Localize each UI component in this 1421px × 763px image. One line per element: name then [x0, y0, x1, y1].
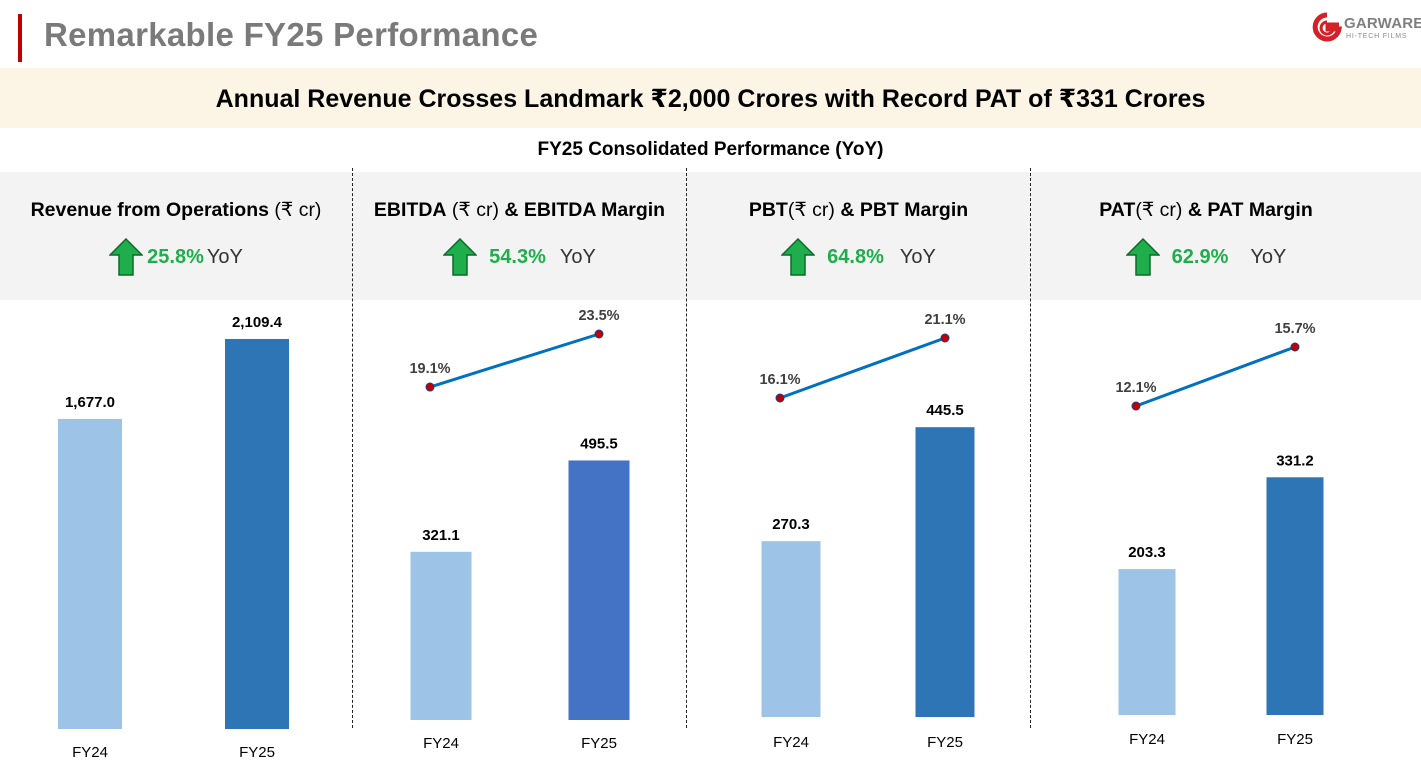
x-tick-label: FY24 [773, 734, 809, 751]
panel-header-ebitda: EBITDA (₹ cr) & EBITDA Margin 54.3% YoY [353, 172, 686, 300]
bar-value-label: 1,677.0 [65, 394, 115, 411]
panel-title-unit: (₹ cr) [787, 199, 841, 221]
panel-title: PAT(₹ cr) & PAT Margin [991, 198, 1421, 222]
bar-fy24 [58, 418, 122, 729]
up-arrow-icon [781, 238, 816, 276]
panel-title-tail: & PAT Margin [1187, 199, 1313, 221]
headline-banner: Annual Revenue Crosses Landmark ₹2,000 C… [0, 68, 1421, 128]
growth-yoy-label: YoY [206, 245, 243, 268]
growth-yoy-label: YoY [1250, 245, 1287, 268]
bar-fy25 [915, 427, 975, 717]
growth-percent: 54.3% [489, 245, 546, 268]
margin-value-label: 12.1% [1115, 380, 1156, 396]
bar-fy24 [410, 551, 472, 720]
logo-sub: HI-TECH FILMS [1346, 33, 1408, 40]
panel-title-tail: & PBT Margin [840, 199, 969, 221]
growth-indicator: 64.8% YoY [687, 238, 1030, 278]
panel-title: EBITDA (₹ cr) & EBITDA Margin [353, 198, 686, 222]
panel-divider [1030, 168, 1031, 728]
bar-value-label: 331.2 [1276, 452, 1314, 469]
bar-value-label: 203.3 [1128, 544, 1166, 561]
margin-value-label: 19.1% [409, 361, 450, 377]
up-arrow-icon [443, 238, 478, 276]
growth-indicator: 54.3% YoY [353, 238, 686, 278]
margin-value-label: 21.1% [924, 312, 965, 328]
up-arrow-icon [1125, 238, 1160, 276]
panel-title-unit: (₹ cr) [446, 199, 505, 221]
bar-fy25 [225, 338, 289, 729]
growth-indicator: 25.8% YoY [0, 238, 352, 278]
logo-word: GARWARE [1344, 15, 1421, 32]
panel-title-tail: & EBITDA Margin [504, 199, 666, 221]
garware-logo-icon [1312, 12, 1342, 42]
up-arrow-icon [109, 238, 144, 276]
margin-point [1290, 342, 1300, 352]
margin-point [425, 382, 435, 392]
section-subtitle: FY25 Consolidated Performance (YoY) [537, 139, 884, 160]
x-tick-label: FY24 [423, 735, 459, 752]
panel-title-metric: Revenue from Operations [30, 199, 269, 221]
margin-point [1131, 401, 1141, 411]
bar-value-label: 495.5 [580, 435, 618, 452]
bar-fy24 [761, 541, 821, 717]
panel-title-unit: (₹ cr) [1135, 199, 1188, 221]
growth-percent: 25.8% [147, 245, 204, 268]
bar-fy24 [1118, 569, 1176, 715]
panel-title: PBT(₹ cr) & PBT Margin [687, 198, 1030, 222]
bar-value-label: 270.3 [772, 516, 810, 533]
x-tick-label: FY25 [927, 734, 963, 751]
bar-fy25 [1266, 477, 1324, 715]
margin-point [594, 329, 604, 339]
panel-title-metric: PBT [748, 199, 788, 221]
panel-header-pat: PAT(₹ cr) & PAT Margin 62.9% YoY [1031, 172, 1421, 300]
x-tick-label: FY24 [1129, 731, 1165, 748]
margin-point [940, 333, 950, 343]
margin-value-label: 15.7% [1274, 321, 1315, 337]
page-title: Remarkable FY25 Performance [44, 16, 539, 53]
panel-divider [352, 168, 353, 728]
growth-percent: 62.9% [1171, 245, 1229, 268]
growth-yoy-label: YoY [899, 245, 936, 268]
panel-title-unit: (₹ cr) [268, 199, 322, 221]
growth-indicator: 62.9% YoY [991, 238, 1421, 278]
margin-line [429, 332, 600, 389]
margin-line [1135, 345, 1296, 408]
panel-title-metric: PAT [1099, 199, 1136, 221]
x-tick-label: FY25 [581, 735, 617, 752]
panel-header-revenue: Revenue from Operations (₹ cr) 25.8% YoY [0, 172, 352, 300]
margin-point [775, 393, 785, 403]
margin-value-label: 16.1% [759, 372, 800, 388]
panel-header-pbt: PBT(₹ cr) & PBT Margin 64.8% YoY [687, 172, 1030, 300]
growth-yoy-label: YoY [559, 245, 596, 268]
x-tick-label: FY25 [1277, 731, 1313, 748]
margin-line [779, 336, 946, 400]
bar-value-label: 2,109.4 [232, 314, 283, 331]
garware-logo: GARWARE HI-TECH FILMS [1312, 12, 1421, 46]
bar-fy25 [568, 460, 630, 720]
margin-value-label: 23.5% [578, 308, 619, 324]
x-tick-label: FY24 [72, 744, 108, 761]
panel-title-metric: EBITDA [373, 199, 447, 221]
bar-value-label: 321.1 [422, 527, 460, 544]
panel-divider [686, 168, 687, 728]
growth-percent: 64.8% [827, 245, 884, 268]
title-accent-bar [18, 14, 22, 62]
x-tick-label: FY25 [239, 744, 275, 761]
headline-text: Annual Revenue Crosses Landmark ₹2,000 C… [215, 85, 1206, 113]
panel-title: Revenue from Operations (₹ cr) [0, 198, 352, 222]
bar-value-label: 445.5 [926, 402, 964, 419]
